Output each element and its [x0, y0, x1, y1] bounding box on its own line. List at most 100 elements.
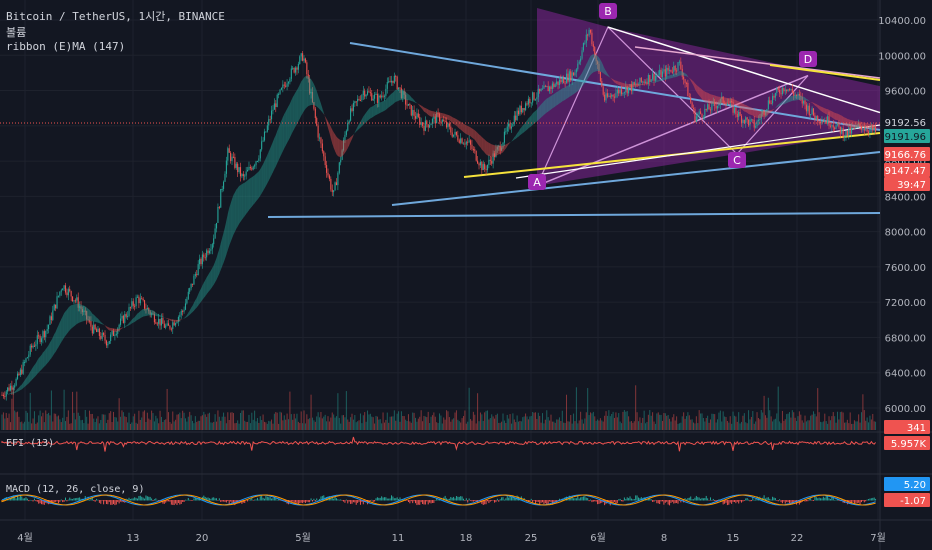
macd-bar [136, 498, 138, 501]
ribbon-segment [864, 122, 866, 128]
ribbon-segment [119, 328, 121, 331]
candle-body [829, 125, 831, 127]
macd-bar [735, 500, 737, 504]
macd-bar [426, 500, 428, 502]
ribbon-segment [113, 328, 115, 332]
candle-body [700, 111, 702, 114]
ribbon-segment [456, 119, 458, 128]
candle-body [640, 77, 642, 82]
macd-bar [619, 498, 621, 501]
volume-bar [261, 420, 263, 430]
volume-bar [354, 415, 356, 430]
volume-bar [235, 422, 237, 430]
ribbon-segment [474, 130, 477, 142]
macd-bar [351, 500, 353, 504]
macd-bar [163, 500, 165, 504]
volume-bar [347, 419, 349, 430]
candle-body [283, 84, 285, 86]
volume-bar [395, 420, 397, 430]
ribbon-segment [196, 294, 199, 308]
volume-bar [787, 413, 789, 430]
candle-body [709, 109, 712, 111]
ribbon-segment [45, 347, 48, 366]
candle-body [433, 116, 435, 119]
volume-bar [98, 423, 100, 430]
candle-body [601, 81, 603, 87]
candle-body [383, 95, 386, 97]
ribbon-segment [397, 89, 399, 102]
candle-body [60, 290, 62, 292]
ribbon-segment [179, 319, 182, 321]
candle-body [121, 315, 123, 319]
ribbon-segment [703, 90, 705, 102]
ribbon-segment [488, 142, 491, 157]
volume-bar [539, 415, 541, 430]
macd-bar [189, 499, 191, 501]
volume-bar [796, 421, 798, 430]
ribbon-segment [336, 136, 338, 157]
ribbon-segment [528, 116, 530, 129]
candle-body [97, 328, 99, 333]
candle-body [793, 92, 795, 96]
volume-bar [433, 412, 435, 430]
macd-bar [297, 500, 299, 505]
macd-bar [156, 499, 158, 501]
volume-bar [110, 411, 112, 430]
ribbon-segment [661, 78, 663, 81]
volume-bar [304, 423, 306, 430]
macd-bar [789, 500, 790, 504]
candle-body [368, 91, 370, 93]
macd-bar [290, 500, 292, 503]
volume-bar [422, 421, 424, 430]
candle-body [534, 99, 537, 101]
volume-bar [509, 414, 511, 430]
volume-bar [228, 419, 230, 430]
ribbon-segment [193, 300, 196, 311]
ribbon-segment [673, 73, 676, 78]
volume-bar [527, 419, 529, 430]
ribbon-segment [776, 104, 779, 108]
macd-bar [783, 500, 785, 502]
indicator-badge-box [884, 493, 930, 507]
ribbon-segment [733, 99, 735, 105]
candle-body [781, 87, 783, 95]
ribbon-segment [151, 310, 154, 316]
ribbon-segment [409, 95, 412, 102]
candle-body [714, 102, 716, 106]
ribbon-segment [62, 313, 65, 340]
volume-bar [570, 415, 572, 430]
candle-body [265, 131, 267, 133]
candle-body [173, 322, 175, 326]
trend-line-yellow [769, 64, 881, 81]
macd-bar [584, 496, 586, 501]
volume-bar [225, 423, 227, 430]
ribbon-segment [408, 94, 410, 101]
ribbon-segment [254, 173, 257, 204]
ribbon-segment [867, 123, 869, 129]
volume-bar [835, 422, 837, 430]
ribbon-segment [631, 84, 633, 88]
macd-bar [577, 495, 579, 501]
volume-bar [691, 419, 693, 430]
ribbon-segment [721, 96, 724, 104]
candle-body [366, 91, 369, 95]
macd-bar [733, 500, 735, 502]
candle-body [729, 101, 731, 104]
volume-bar [335, 416, 337, 430]
macd-bar [413, 500, 415, 502]
volume-bar [359, 413, 361, 430]
macd-bar [424, 500, 426, 505]
candle-body [685, 82, 688, 84]
macd-bar [566, 496, 568, 501]
volume-bar [5, 412, 7, 430]
volume-bar [361, 423, 363, 430]
ribbon-segment [442, 113, 444, 119]
macd-bar [372, 500, 374, 502]
candle-body [112, 330, 115, 336]
macd-bar [38, 500, 40, 504]
ribbon-segment [392, 91, 395, 105]
ribbon-segment [399, 89, 402, 101]
candle-body [24, 361, 26, 363]
volume-bar [457, 419, 459, 430]
